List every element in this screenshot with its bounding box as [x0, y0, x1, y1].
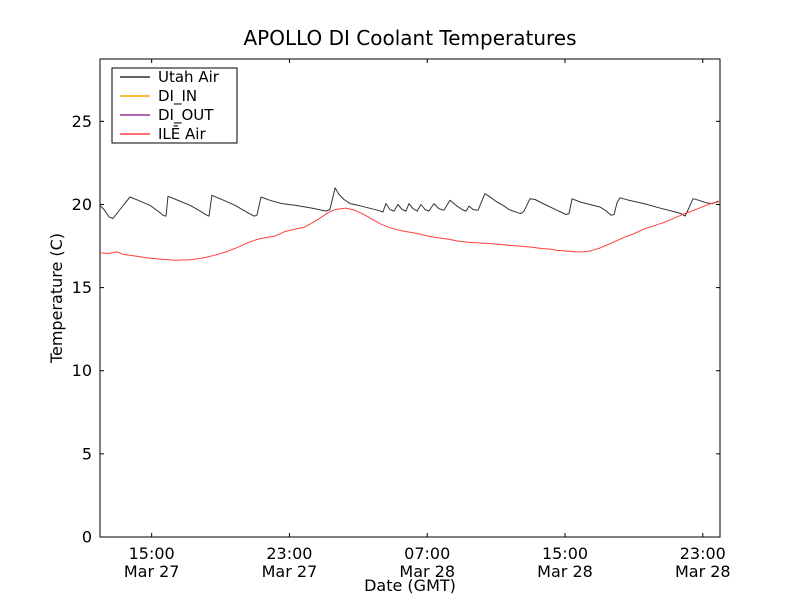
legend-item: DI_OUT	[120, 106, 214, 125]
utah-air-line	[100, 187, 719, 220]
svg-text:23:00: 23:00	[266, 544, 312, 563]
svg-text:23:00: 23:00	[680, 544, 726, 563]
svg-text:07:00: 07:00	[404, 544, 450, 563]
ile-air-line	[100, 201, 719, 261]
tick-marks	[100, 59, 720, 538]
legend-label: DI_IN	[158, 87, 197, 106]
svg-text:Mar 28: Mar 28	[537, 562, 593, 581]
y-tick-labels: 0 5 10 15 20 25	[72, 112, 92, 547]
x-tick-label: 15:00 Mar 28	[537, 544, 593, 581]
x-tick-label: 07:00 Mar 28	[399, 544, 455, 581]
legend-box	[111, 67, 238, 144]
svg-text:Mar 27: Mar 27	[124, 562, 180, 581]
axes-frame	[99, 58, 721, 538]
y-tick-label: 10	[72, 361, 92, 380]
x-tick-label: 23:00 Mar 28	[675, 544, 731, 581]
svg-text:Mar 28: Mar 28	[675, 562, 731, 581]
y-tick-label: 5	[82, 444, 92, 463]
legend-item: ILĒ Air	[120, 125, 206, 143]
svg-text:Mar 28: Mar 28	[399, 562, 455, 581]
svg-text:Mar 27: Mar 27	[262, 562, 318, 581]
legend-item: Utah Air	[120, 68, 220, 86]
plot-area	[100, 187, 719, 261]
legend: Utah Air DI_IN DI_OUT ILĒ Air	[111, 67, 238, 144]
x-tick-label: 15:00 Mar 27	[124, 544, 180, 581]
legend-label: DI_OUT	[158, 106, 214, 125]
legend-label: ILĒ Air	[158, 125, 206, 143]
legend-label: Utah Air	[158, 68, 220, 86]
x-tick-label: 23:00 Mar 27	[262, 544, 318, 581]
chart-title: APOLLO DI Coolant Temperatures	[243, 26, 576, 50]
x-axis-label: Date (GMT)	[364, 576, 456, 595]
y-tick-label: 0	[82, 528, 92, 547]
legend-item: DI_IN	[120, 87, 197, 106]
x-tick-labels: 15:00 Mar 27 23:00 Mar 27 07:00 Mar 28 1…	[124, 544, 731, 581]
y-tick-label: 25	[72, 112, 92, 131]
y-axis-label: Temperature (C)	[47, 233, 66, 364]
svg-text:15:00: 15:00	[542, 544, 588, 563]
y-tick-label: 20	[72, 195, 92, 214]
svg-text:15:00: 15:00	[129, 544, 175, 563]
y-tick-label: 15	[72, 278, 92, 297]
